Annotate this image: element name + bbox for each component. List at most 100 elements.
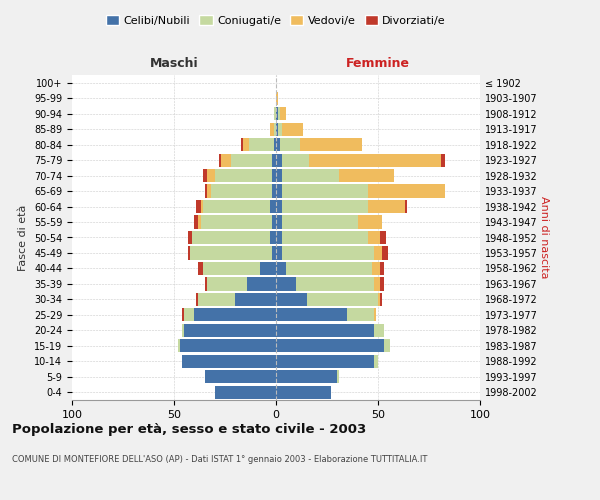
- Bar: [276, 370, 337, 384]
- Bar: [337, 370, 339, 384]
- Bar: [276, 386, 331, 399]
- Bar: [282, 169, 339, 182]
- Bar: [184, 308, 194, 322]
- Bar: [282, 154, 308, 166]
- Bar: [286, 262, 372, 275]
- Bar: [374, 354, 378, 368]
- Bar: [368, 200, 404, 213]
- Bar: [276, 154, 282, 166]
- Bar: [235, 293, 276, 306]
- Bar: [193, 231, 270, 244]
- Text: Femmine: Femmine: [346, 58, 410, 70]
- Bar: [188, 246, 190, 260]
- Bar: [276, 200, 282, 213]
- Bar: [270, 122, 274, 136]
- Bar: [182, 354, 276, 368]
- Bar: [296, 278, 374, 290]
- Bar: [199, 262, 203, 275]
- Bar: [382, 246, 388, 260]
- Bar: [380, 278, 384, 290]
- Bar: [276, 169, 282, 182]
- Text: COMUNE DI MONTEFIORE DELL'ASO (AP) - Dati ISTAT 1° gennaio 2003 - Elaborazione T: COMUNE DI MONTEFIORE DELL'ASO (AP) - Dat…: [12, 455, 427, 464]
- Bar: [180, 340, 276, 352]
- Text: Popolazione per età, sesso e stato civile - 2003: Popolazione per età, sesso e stato civil…: [12, 422, 366, 436]
- Bar: [231, 154, 272, 166]
- Bar: [244, 138, 250, 151]
- Bar: [272, 246, 276, 260]
- Bar: [307, 293, 378, 306]
- Bar: [274, 107, 276, 120]
- Bar: [276, 246, 282, 260]
- Bar: [221, 154, 231, 166]
- Bar: [339, 169, 394, 182]
- Bar: [272, 216, 276, 228]
- Bar: [203, 169, 206, 182]
- Bar: [274, 122, 276, 136]
- Bar: [276, 107, 278, 120]
- Bar: [190, 246, 272, 260]
- Bar: [282, 184, 368, 198]
- Bar: [276, 138, 280, 151]
- Bar: [374, 278, 380, 290]
- Bar: [200, 200, 203, 213]
- Bar: [384, 340, 390, 352]
- Bar: [196, 293, 199, 306]
- Bar: [276, 216, 282, 228]
- Bar: [358, 216, 382, 228]
- Bar: [368, 231, 380, 244]
- Legend: Celibi/Nubili, Coniugati/e, Vedovi/e, Divorziati/e: Celibi/Nubili, Coniugati/e, Vedovi/e, Di…: [101, 10, 451, 30]
- Text: Maschi: Maschi: [149, 58, 199, 70]
- Bar: [368, 184, 445, 198]
- Bar: [276, 354, 374, 368]
- Bar: [219, 154, 221, 166]
- Bar: [380, 262, 384, 275]
- Bar: [215, 386, 276, 399]
- Bar: [404, 200, 407, 213]
- Bar: [247, 278, 276, 290]
- Bar: [194, 216, 199, 228]
- Bar: [200, 216, 272, 228]
- Bar: [282, 216, 358, 228]
- Bar: [206, 169, 215, 182]
- Bar: [196, 200, 200, 213]
- Bar: [270, 231, 276, 244]
- Bar: [301, 138, 362, 151]
- Bar: [182, 324, 184, 337]
- Bar: [206, 184, 211, 198]
- Bar: [282, 122, 302, 136]
- Bar: [276, 184, 282, 198]
- Bar: [276, 324, 374, 337]
- Bar: [276, 231, 282, 244]
- Bar: [205, 278, 206, 290]
- Bar: [260, 262, 276, 275]
- Bar: [378, 293, 380, 306]
- Bar: [194, 308, 276, 322]
- Bar: [276, 340, 384, 352]
- Bar: [203, 200, 270, 213]
- Bar: [184, 324, 276, 337]
- Bar: [372, 262, 380, 275]
- Bar: [199, 293, 235, 306]
- Bar: [308, 154, 441, 166]
- Bar: [280, 107, 286, 120]
- Bar: [276, 92, 278, 105]
- Bar: [374, 324, 384, 337]
- Bar: [178, 340, 180, 352]
- Bar: [374, 246, 382, 260]
- Bar: [380, 231, 386, 244]
- Bar: [276, 308, 347, 322]
- Bar: [280, 138, 301, 151]
- Bar: [215, 169, 272, 182]
- Bar: [278, 107, 280, 120]
- Bar: [211, 184, 272, 198]
- Bar: [199, 216, 200, 228]
- Bar: [241, 138, 244, 151]
- Bar: [276, 262, 286, 275]
- Bar: [282, 200, 368, 213]
- Bar: [276, 293, 307, 306]
- Bar: [274, 138, 276, 151]
- Bar: [278, 122, 282, 136]
- Bar: [276, 122, 278, 136]
- Bar: [205, 370, 276, 384]
- Bar: [441, 154, 445, 166]
